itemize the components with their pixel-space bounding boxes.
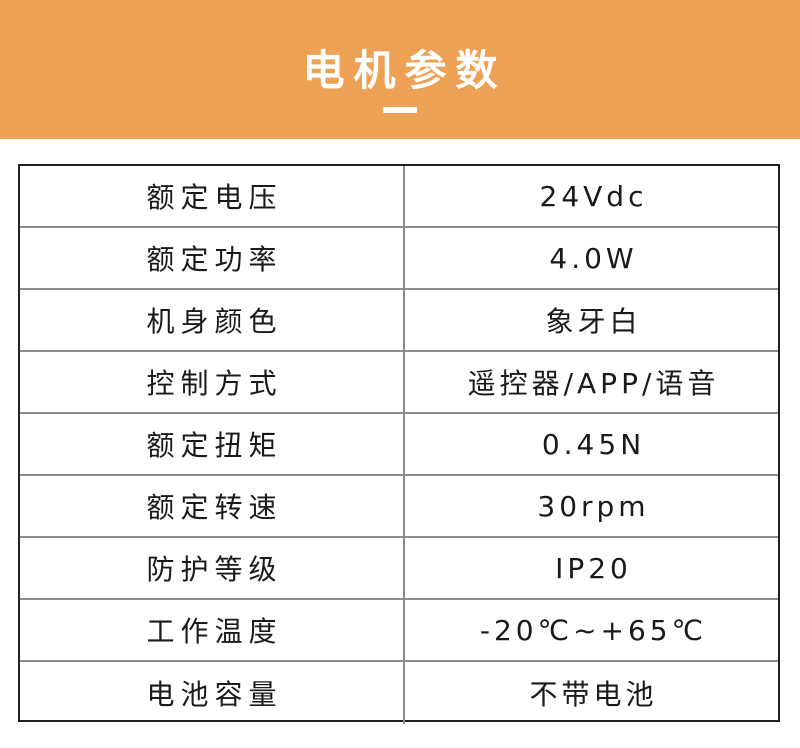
spec-label-cell: 工作温度 [20, 600, 405, 660]
table-row: 控制方式 遥控器/APP/语音 [20, 352, 778, 414]
spec-label-cell: 机身颜色 [20, 290, 405, 350]
spec-value-cell: IP20 [555, 551, 632, 585]
page-title: 电机参数 [302, 46, 507, 95]
spec-value-cell: 24Vdc [539, 179, 648, 213]
spec-label-cell: 额定扭矩 [20, 414, 405, 474]
table-row: 额定扭矩 0.45N [20, 414, 778, 476]
spec-value-cell: 4.0W [549, 241, 638, 275]
spec-label-cell: 电池容量 [20, 662, 405, 724]
spec-label-cell: 控制方式 [20, 352, 405, 412]
spec-value-cell: 象牙白 [545, 305, 642, 338]
spec-value-cell: 不带电池 [529, 678, 658, 711]
title-underline-decoration [383, 107, 417, 113]
motor-spec-table: 额定电压 24Vdc 额定功率 4.0W 机身颜色 象牙白 控制方式 遥控器/A… [18, 164, 780, 724]
table-row: 工作温度 -20℃~+65℃ [20, 600, 778, 662]
spec-label-cell: 额定功率 [20, 228, 405, 288]
table-row: 防护等级 IP20 [20, 538, 778, 600]
spec-value-cell: 遥控器/APP/语音 [467, 367, 720, 400]
table-row: 额定电压 24Vdc [20, 166, 778, 228]
spec-label-cell: 防护等级 [20, 538, 405, 598]
spec-value-cell: 30rpm [537, 489, 650, 523]
table-row: 机身颜色 象牙白 [20, 290, 778, 352]
table-row: 额定转速 30rpm [20, 476, 778, 538]
table-row: 额定功率 4.0W [20, 228, 778, 290]
header-banner: 电机参数 [0, 0, 800, 139]
spec-value-cell: 0.45N [541, 427, 646, 461]
spec-label-cell: 额定电压 [20, 166, 405, 226]
table-row: 电池容量 不带电池 [20, 662, 778, 724]
spec-label-cell: 额定转速 [20, 476, 405, 536]
spec-value-cell: -20℃~+65℃ [479, 613, 708, 647]
